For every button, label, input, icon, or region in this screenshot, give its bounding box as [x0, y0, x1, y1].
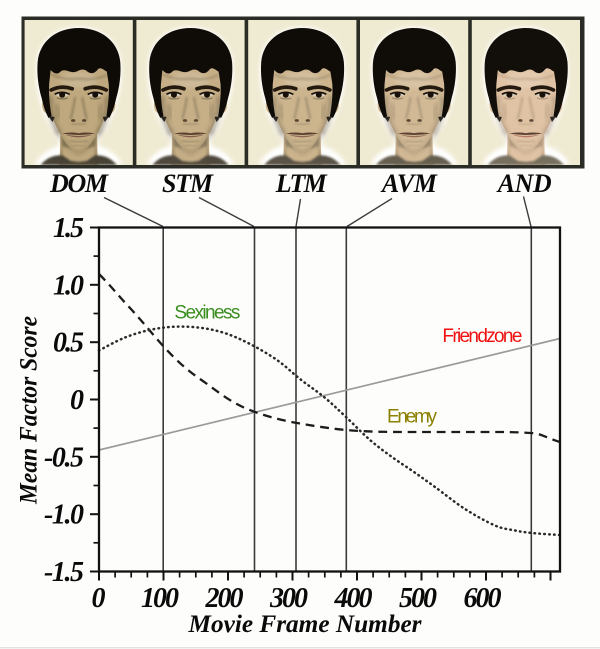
svg-text:-0.5: -0.5: [44, 442, 84, 473]
svg-text:Friendzone: Friendzone: [442, 326, 522, 347]
svg-text:-1.5: -1.5: [44, 557, 84, 588]
svg-text:1.0: 1.0: [53, 270, 84, 301]
svg-text:1.5: 1.5: [53, 213, 84, 244]
svg-text:300: 300: [269, 583, 308, 614]
svg-text:Mean Factor Score: Mean Factor Score: [16, 316, 43, 505]
svg-text:600: 600: [464, 583, 502, 614]
svg-text:STM: STM: [162, 169, 214, 198]
svg-text:-1.0: -1.0: [44, 500, 84, 531]
svg-text:200: 200: [205, 583, 244, 614]
svg-text:LTM: LTM: [275, 169, 328, 198]
svg-text:0.5: 0.5: [53, 328, 84, 359]
svg-text:AND: AND: [496, 169, 552, 198]
svg-text:Enemy: Enemy: [387, 407, 438, 428]
svg-text:500: 500: [399, 583, 437, 614]
svg-text:AVM: AVM: [380, 169, 438, 198]
svg-text:0: 0: [70, 385, 84, 416]
svg-text:100: 100: [141, 583, 179, 614]
svg-text:Sexiness: Sexiness: [174, 303, 240, 324]
svg-text:Movie Frame Number: Movie Frame Number: [188, 609, 423, 638]
svg-text:400: 400: [334, 583, 373, 614]
svg-text:0: 0: [92, 583, 106, 614]
svg-text:DOM: DOM: [49, 169, 109, 198]
